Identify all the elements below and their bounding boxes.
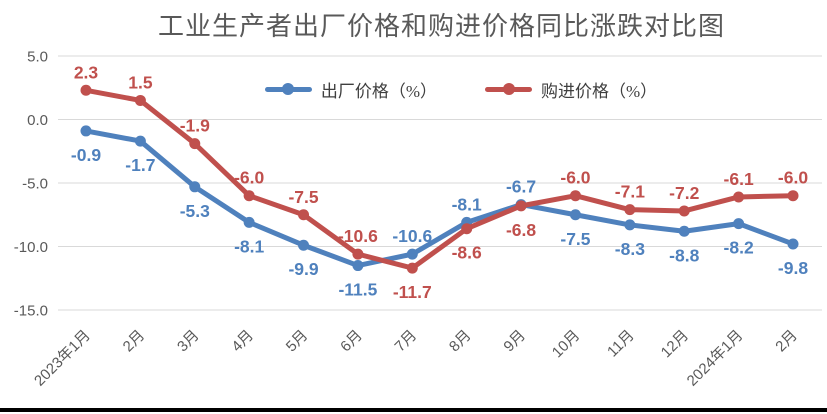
legend-label-factory-price: 出厂价格（%） — [320, 81, 437, 101]
factory-price-line-icon — [264, 83, 312, 96]
data-point-marker — [352, 248, 364, 260]
legend-marker-dot — [282, 83, 295, 95]
data-point-label: -1.9 — [180, 116, 210, 136]
data-point-label: -10.6 — [338, 226, 378, 246]
data-point-label: -6.0 — [778, 168, 808, 188]
data-point-marker — [298, 209, 310, 221]
data-point-marker — [624, 219, 636, 231]
legend-label-purchase-price: 购进价格（%） — [541, 81, 658, 101]
data-point-label: -6.1 — [724, 169, 754, 189]
data-point-label: -6.7 — [506, 177, 536, 197]
legend-item-factory-price: 出厂价格（%） — [264, 77, 437, 102]
data-point-label: -8.1 — [452, 194, 482, 214]
data-point-label: -8.3 — [615, 239, 645, 259]
data-point-marker — [298, 239, 310, 251]
data-point-marker — [406, 262, 418, 274]
data-point-marker — [352, 260, 364, 272]
x-axis-tick-label: 2月 — [772, 327, 801, 356]
data-point-label: -6.8 — [506, 220, 536, 240]
x-axis-tick-label: 8月 — [446, 327, 475, 356]
data-point-label: -7.5 — [288, 187, 318, 207]
data-point-label: -7.2 — [669, 183, 699, 203]
chart-title: 工业生产者出厂价格和购进价格同比涨跌对比图 — [157, 12, 725, 41]
data-point-marker — [461, 223, 473, 235]
x-axis-tick-label: 9月 — [500, 327, 529, 356]
x-axis-tick-label: 5月 — [283, 327, 312, 356]
data-point-label: -7.5 — [560, 229, 590, 249]
data-point-label: 1.5 — [128, 72, 153, 92]
data-point-marker — [569, 209, 581, 221]
x-axis-tick-label: 7月 — [392, 327, 421, 356]
purchase-price-line — [83, 87, 796, 271]
data-point-label: -0.9 — [71, 145, 101, 165]
data-point-marker — [569, 190, 581, 202]
data-point-marker — [624, 204, 636, 216]
data-point-marker — [733, 218, 745, 230]
data-point-marker — [515, 200, 527, 212]
data-point-label: -9.9 — [288, 259, 318, 279]
x-axis-tick-label: 2月 — [120, 327, 149, 356]
x-axis-tick-label: 2023年1月 — [31, 327, 94, 390]
x-axis-tick-label: 2024年1月 — [684, 327, 747, 390]
data-point-label: -9.8 — [778, 258, 808, 278]
legend-marker-dot — [502, 83, 515, 95]
x-axis-tick-label: 10月 — [549, 327, 583, 361]
factory-price-line — [83, 128, 796, 269]
data-point-label: -8.1 — [234, 236, 264, 256]
data-point-label: -1.7 — [125, 155, 155, 175]
data-point-label: -7.1 — [615, 182, 645, 202]
data-point-marker — [80, 84, 92, 96]
chart-legend: 出厂价格（%） 购进价格（%） — [95, 76, 827, 102]
legend-item-purchase-price: 购进价格（%） — [485, 77, 657, 102]
x-axis-tick-label: 3月 — [174, 327, 203, 356]
y-axis-tick-label: -10.0 — [14, 239, 48, 256]
y-axis-tick-label: -5.0 — [22, 176, 48, 193]
purchase-price-line-icon — [485, 83, 532, 96]
data-point-label: -6.0 — [234, 168, 264, 188]
x-axis-tick-label: 12月 — [658, 327, 692, 361]
data-point-marker — [134, 94, 146, 106]
y-axis-tick-label: -15.0 — [14, 303, 48, 320]
data-point-marker — [678, 205, 690, 217]
x-axis-tick-label: 4月 — [228, 327, 257, 356]
bottom-border-line — [0, 408, 827, 412]
x-axis-tick-label: 6月 — [337, 327, 366, 356]
data-point-label: -8.8 — [669, 245, 699, 265]
data-point-label: -11.7 — [393, 282, 432, 302]
y-axis-tick-label: 0.0 — [27, 112, 48, 129]
data-point-label: -8.2 — [724, 238, 754, 258]
data-point-label: -6.0 — [560, 168, 590, 188]
x-axis-tick-label: 11月 — [604, 327, 638, 361]
data-point-marker — [189, 138, 201, 150]
data-point-label: 2.3 — [74, 62, 99, 82]
data-point-marker — [134, 135, 146, 147]
data-point-marker — [678, 225, 690, 237]
y-axis-tick-label: 5.0 — [27, 49, 48, 66]
data-point-marker — [406, 248, 418, 260]
data-point-marker — [80, 125, 92, 137]
data-point-marker — [733, 191, 745, 203]
data-point-marker — [787, 238, 799, 250]
data-point-marker — [787, 190, 799, 202]
data-point-label: -8.6 — [452, 243, 482, 263]
data-point-marker — [243, 190, 255, 202]
data-point-label: -10.6 — [392, 226, 432, 246]
data-point-label: -11.5 — [338, 280, 377, 300]
data-point-marker — [243, 216, 255, 228]
data-point-marker — [189, 181, 201, 193]
data-point-label: -5.3 — [180, 201, 210, 221]
